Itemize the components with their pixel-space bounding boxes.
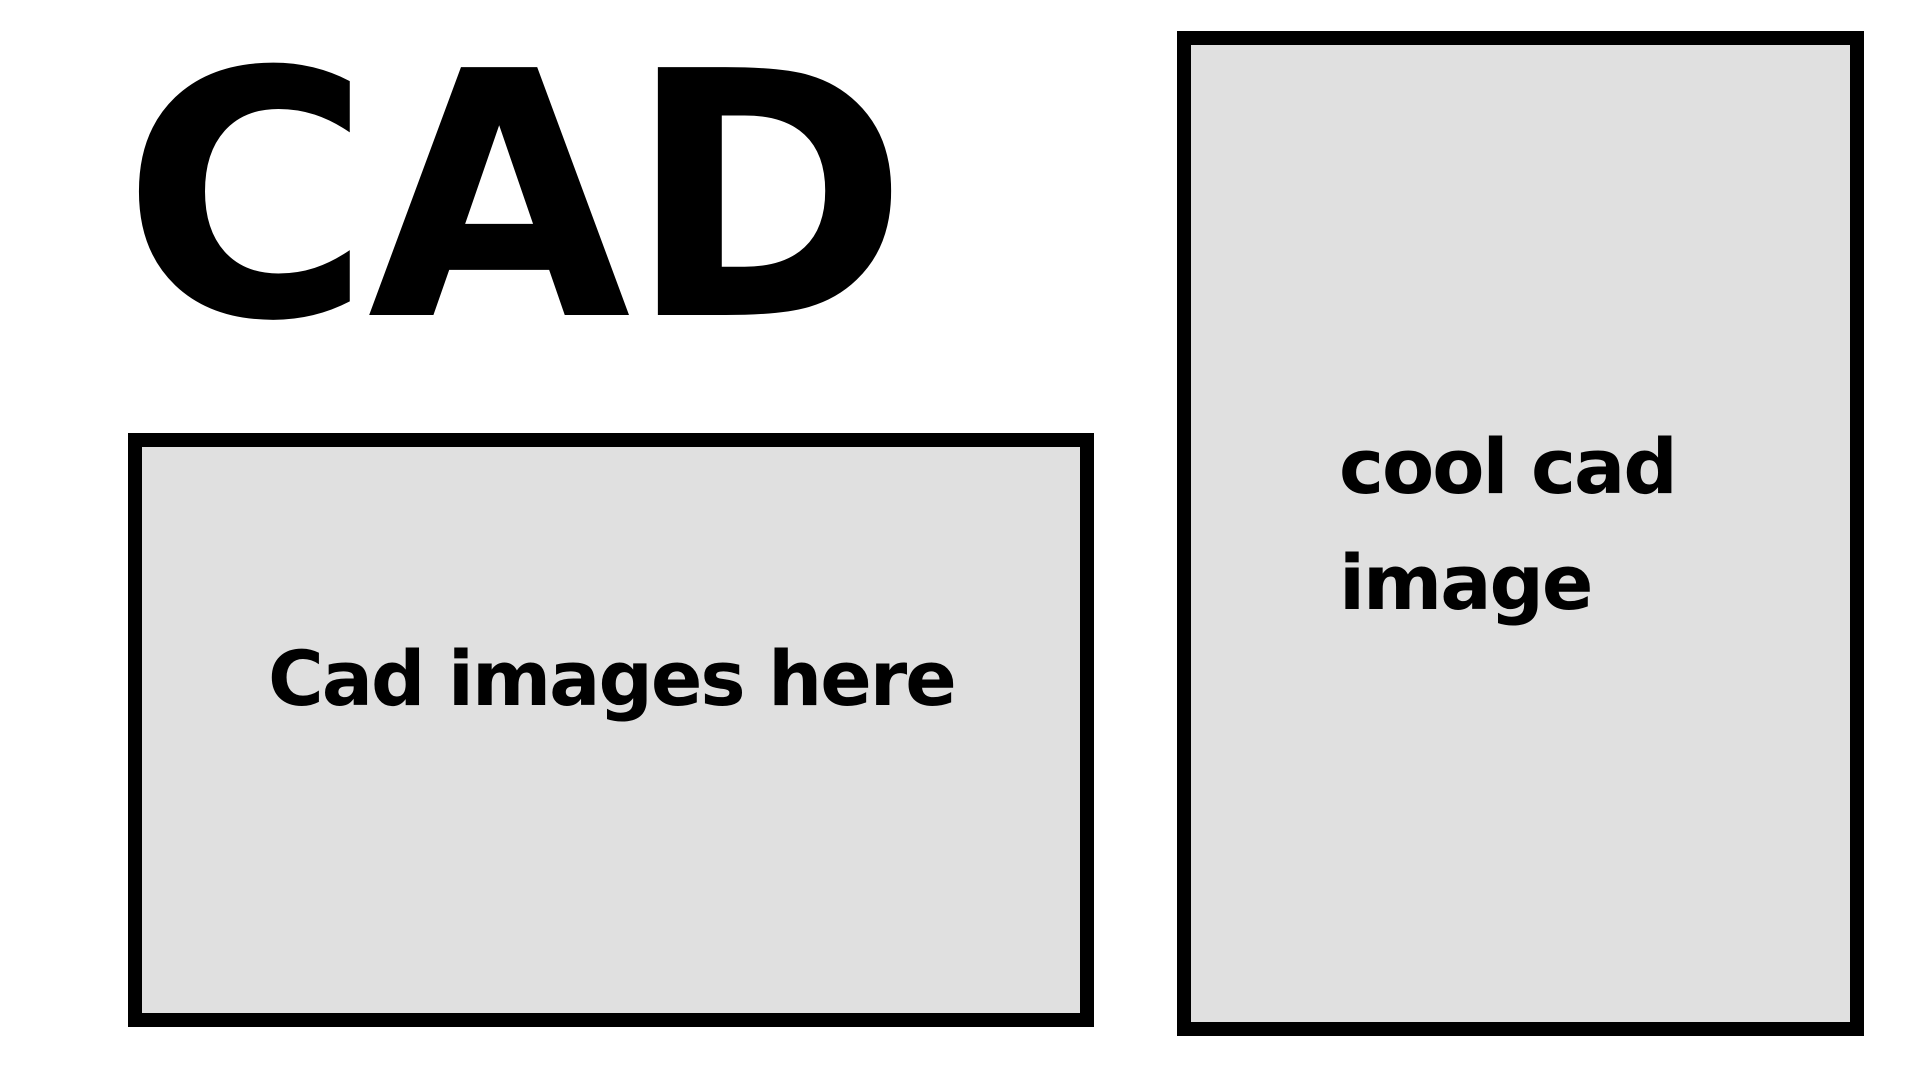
cool-cad-image-placeholder-label: cool cad image (1339, 422, 1678, 627)
cool-cad-image-placeholder: cool cad image (1177, 31, 1864, 1036)
cool-cad-image-placeholder-content: cool cad image (1191, 45, 1850, 1022)
cad-images-placeholder-label: Cad images here (268, 634, 957, 723)
page-title: CAD (122, 0, 909, 396)
cad-images-placeholder: Cad images here (128, 433, 1094, 1027)
cad-images-placeholder-content: Cad images here (142, 447, 1080, 1013)
